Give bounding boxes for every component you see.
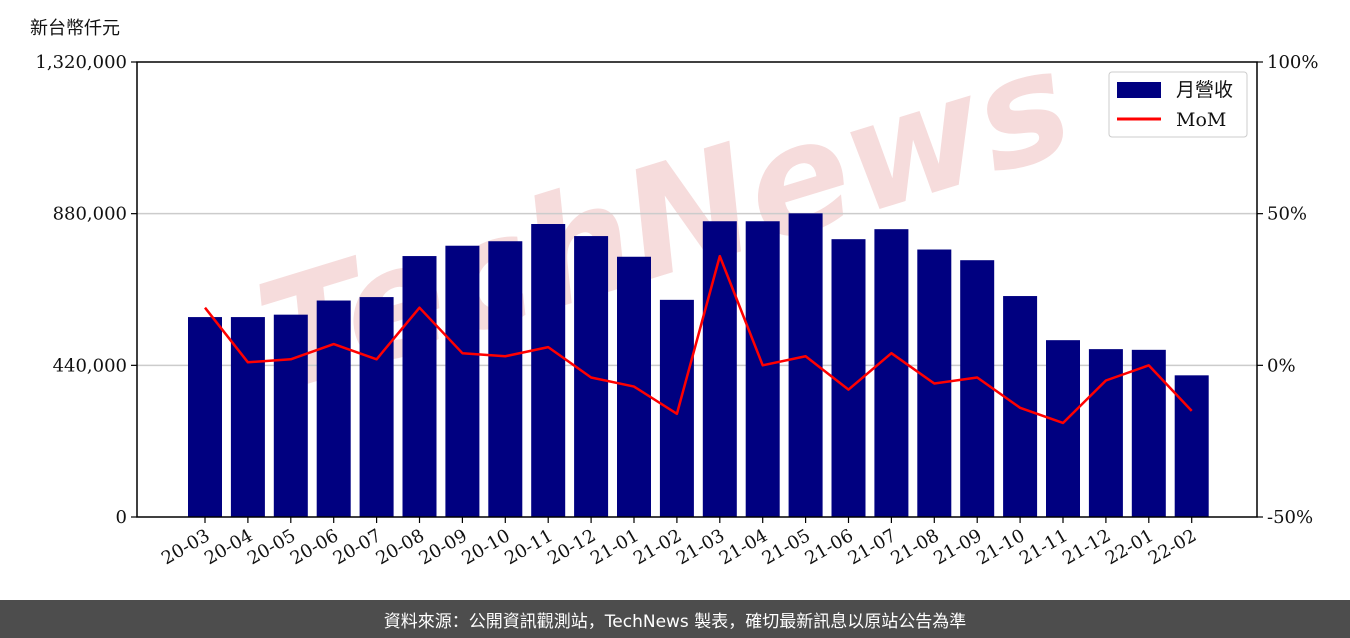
x-tick-label: 21-01: [587, 525, 642, 569]
x-tick-label: 21-07: [844, 525, 899, 569]
x-tick-label: 22-01: [1102, 525, 1157, 569]
revenue-bar-21-02: [659, 299, 694, 517]
revenue-bar-20-11: [531, 224, 566, 517]
y-left-tick-label: 440,000: [53, 355, 127, 376]
revenue-bar-20-08: [402, 256, 437, 517]
x-tick-label: 21-12: [1059, 525, 1114, 569]
plot-frame: [136, 61, 1258, 518]
revenue-bar-20-05: [273, 314, 308, 517]
legend-line-label: MoM: [1176, 109, 1226, 131]
revenue-bar-21-07: [874, 229, 909, 517]
y-axis-unit-label: 新台幣仟元: [30, 18, 120, 39]
x-tick-label: 20-06: [287, 525, 342, 569]
x-tick-label: 20-12: [544, 525, 599, 569]
x-tick-label: 21-05: [759, 525, 814, 569]
x-tick-label: 20-08: [373, 525, 428, 569]
revenue-bar-20-06: [316, 300, 351, 517]
y-left-tick-label: 0: [116, 507, 127, 528]
mom-line-group: [204, 254, 1193, 425]
x-tick-label: 21-08: [887, 525, 942, 569]
x-tick-label: 20-09: [415, 525, 470, 569]
footer-source-note: 資料來源：公開資訊觀測站，TechNews 製表，確切最新訊息以原站公告為準: [0, 600, 1350, 638]
x-tick-label: 21-06: [802, 525, 857, 569]
legend-bar-swatch: [1117, 82, 1161, 98]
legend-bar-label: 月營收: [1176, 79, 1233, 101]
x-tick-label: 20-10: [458, 525, 513, 569]
revenue-bar-20-10: [488, 241, 523, 517]
revenue-bar-21-12: [1088, 349, 1123, 517]
revenue-bar-20-09: [445, 245, 480, 517]
y-left-tick-label: 880,000: [53, 204, 127, 225]
legend: 月營收 MoM: [1108, 71, 1248, 138]
revenue-bar-21-03: [702, 221, 737, 517]
revenue-bar-22-01: [1131, 349, 1166, 517]
x-tick-label: 20-11: [501, 525, 556, 569]
x-tick-label: 21-09: [930, 525, 985, 569]
revenue-bar-21-06: [831, 239, 866, 517]
revenue-bar-21-11: [1046, 340, 1080, 517]
x-tick-label: 22-02: [1145, 525, 1200, 569]
y-right-tick-label: 50%: [1267, 204, 1307, 225]
x-tick-label: 21-04: [716, 525, 771, 569]
y-right-tick-label: 0%: [1267, 355, 1296, 376]
revenue-bar-21-09: [960, 260, 995, 517]
x-tick-label: 21-02: [630, 525, 685, 569]
x-tick-label: 21-03: [673, 525, 728, 569]
y-right-tick-label: 100%: [1267, 52, 1318, 73]
y-right-tick-label: -50%: [1267, 507, 1313, 528]
revenue-bar-20-04: [230, 317, 265, 517]
x-tick-label: 21-10: [973, 525, 1028, 569]
mom-line: [204, 254, 1193, 425]
y-left-tick-label: 1,320,000: [35, 52, 127, 73]
revenue-bar-21-04: [745, 221, 780, 517]
x-tick-label: 20-07: [330, 525, 385, 569]
x-tick-label: 20-04: [201, 525, 256, 569]
revenue-chart: TechNews 0440,000880,0001,320,000-50%0%5…: [35, 16, 1318, 569]
x-tick-label: 20-03: [158, 525, 213, 569]
revenue-bar-20-07: [359, 297, 394, 517]
bars-group: [188, 213, 1209, 518]
x-tick-label: 21-11: [1016, 525, 1071, 569]
revenue-bar-20-03: [188, 317, 222, 517]
x-tick-label: 20-05: [244, 525, 299, 569]
